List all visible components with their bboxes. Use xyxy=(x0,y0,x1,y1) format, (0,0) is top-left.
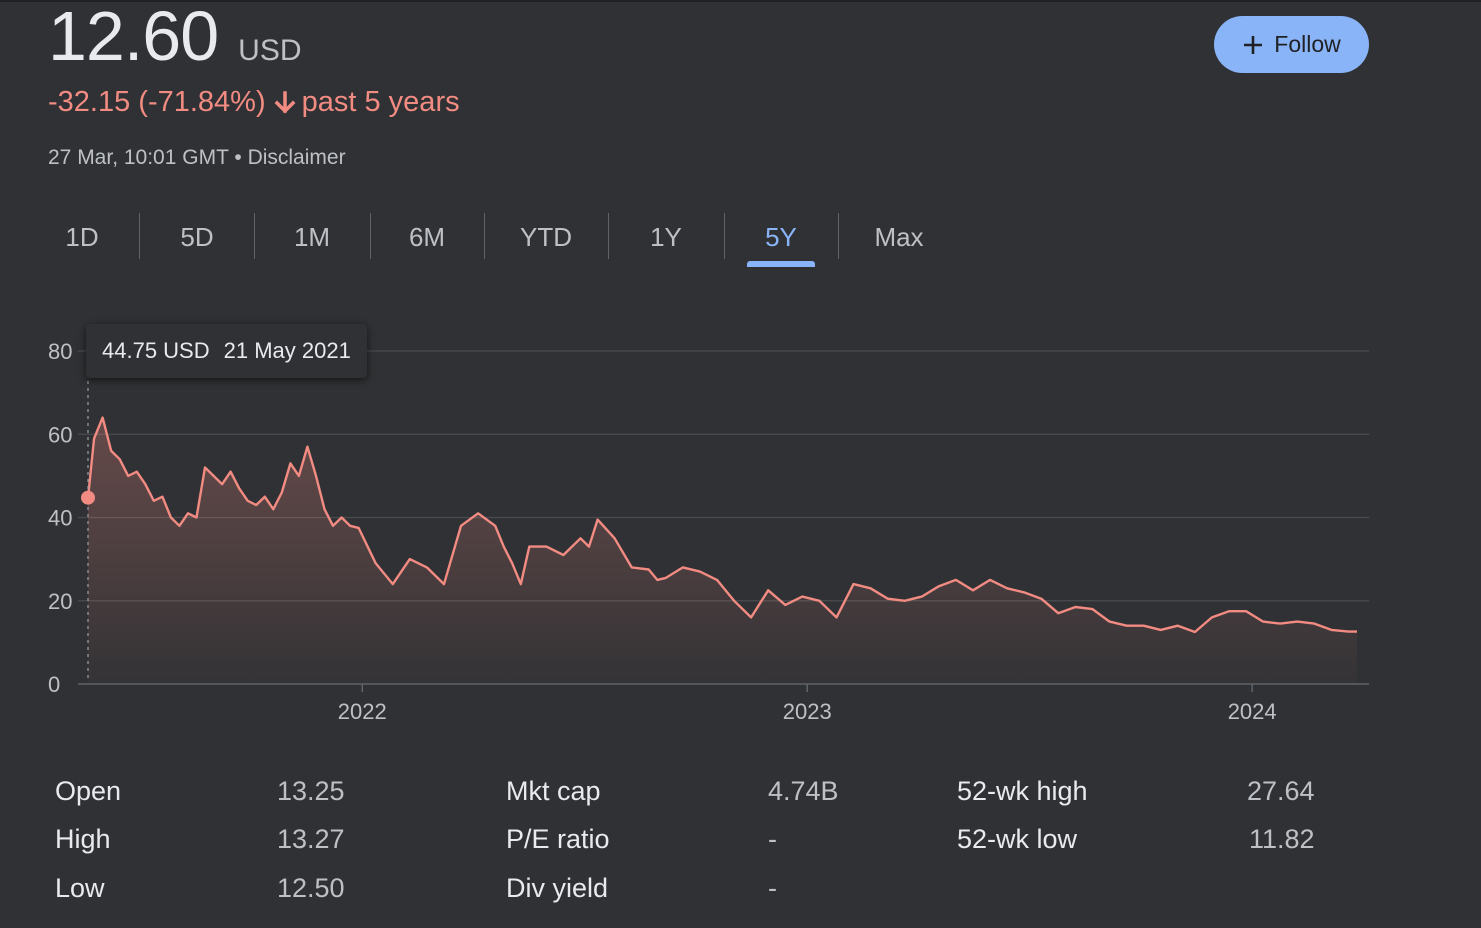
stat-value-pe-ratio: - xyxy=(768,824,777,854)
tab-label: Max xyxy=(874,221,924,252)
tab-ytd[interactable]: YTD xyxy=(484,210,608,264)
hover-point xyxy=(81,490,95,505)
tab-label: 5D xyxy=(180,221,214,252)
tab-6m[interactable]: 6M xyxy=(370,210,484,264)
tooltip-value: 44.75 USD xyxy=(102,338,210,363)
stat-value-high: 13.27 xyxy=(277,824,345,854)
stat-label-52wk-low: 52-wk low xyxy=(957,824,1078,854)
follow-label: Follow xyxy=(1274,31,1341,57)
x-tick-label: 2022 xyxy=(338,699,387,724)
stat-value-low: 12.50 xyxy=(277,873,345,903)
active-tab-indicator xyxy=(747,261,815,267)
change-value: -32.15 (-71.84%) xyxy=(48,86,266,118)
y-tick-label: 20 xyxy=(48,589,72,614)
tab-label: 5Y xyxy=(765,221,797,252)
stat-label-52wk-high: 52-wk high xyxy=(957,776,1088,806)
y-tick-label: 40 xyxy=(48,506,72,531)
tab-1y[interactable]: 1Y xyxy=(608,210,724,264)
stat-value-52wk-low: 11.82 xyxy=(1249,824,1315,854)
tab-5y[interactable]: 5Y xyxy=(724,210,838,267)
price-area xyxy=(88,417,1357,684)
timestamp-text: 27 Mar, 10:01 GMT xyxy=(48,146,229,169)
y-tick-label: 60 xyxy=(48,422,72,447)
y-tick-label: 0 xyxy=(48,672,60,697)
tab-divider xyxy=(484,213,485,259)
stat-label-mkt-cap: Mkt cap xyxy=(506,776,601,806)
quote-timestamp: 27 Mar, 10:01 GMT • Disclaimer xyxy=(48,146,346,170)
top-divider xyxy=(0,0,1481,2)
change-period: past 5 years xyxy=(301,86,460,118)
tab-max[interactable]: Max xyxy=(838,210,960,264)
chart-tooltip: 44.75 USD 21 May 2021 xyxy=(86,324,367,378)
tab-divider xyxy=(724,213,725,259)
stat-value-52wk-high: 27.64 xyxy=(1247,776,1315,806)
disclaimer-link[interactable]: Disclaimer xyxy=(247,146,346,169)
stat-value-open: 13.25 xyxy=(277,776,345,806)
tooltip-date: 21 May 2021 xyxy=(223,338,351,363)
stat-label-div-yield: Div yield xyxy=(506,873,609,903)
tab-1m[interactable]: 1M xyxy=(254,210,370,264)
price-change: -32.15 (-71.84%) past 5 years xyxy=(48,86,460,119)
tab-divider xyxy=(254,213,255,259)
stat-label-high: High xyxy=(55,824,111,854)
y-tick-label: 80 xyxy=(48,339,72,364)
stat-value-div-yield: - xyxy=(768,873,777,903)
tab-1d[interactable]: 1D xyxy=(24,210,140,264)
price-header: 12.60 USD xyxy=(48,0,302,72)
current-price: 12.60 xyxy=(48,0,219,75)
x-tick-label: 2024 xyxy=(1228,699,1277,724)
tab-divider xyxy=(370,213,371,259)
follow-button[interactable]: Follow xyxy=(1214,16,1369,73)
tab-label: 1Y xyxy=(650,221,682,252)
stat-label-low: Low xyxy=(55,873,105,903)
tab-label: 6M xyxy=(408,221,446,252)
tab-5d[interactable]: 5D xyxy=(140,210,254,264)
price-line xyxy=(86,416,1357,634)
stat-label-open: Open xyxy=(55,776,122,806)
x-tick-label: 2023 xyxy=(783,699,832,724)
tab-label: YTD xyxy=(520,221,572,252)
separator-dot: • xyxy=(234,146,248,169)
arrow-down-icon xyxy=(274,90,296,115)
tab-divider xyxy=(139,213,140,259)
plus-icon xyxy=(1242,34,1264,56)
stat-label-pe-ratio: P/E ratio xyxy=(506,824,610,854)
range-tabs: 1D 5D 1M 6M YTD 1Y 5Y Max xyxy=(24,210,964,270)
stat-value-mkt-cap: 4.74B xyxy=(768,776,839,806)
tab-label: 1D xyxy=(65,221,99,252)
tab-label: 1M xyxy=(293,221,331,252)
currency-code: USD xyxy=(238,34,302,67)
tab-divider xyxy=(608,213,609,259)
tab-divider xyxy=(838,213,839,259)
